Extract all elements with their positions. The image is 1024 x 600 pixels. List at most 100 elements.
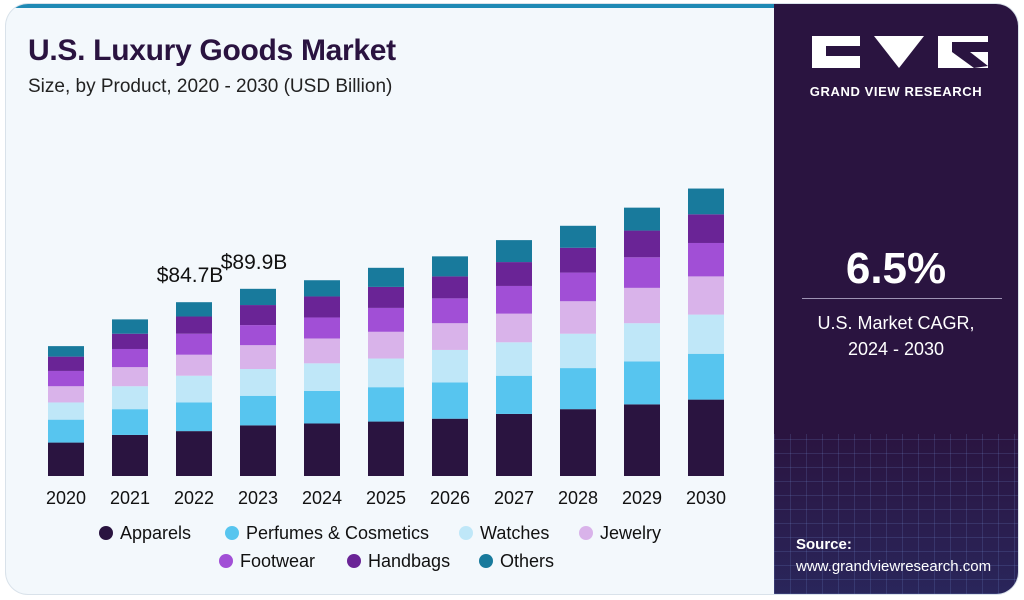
legend-marker-jewelry <box>579 526 593 540</box>
bar-2027-footwear <box>496 285 532 314</box>
bar-2023-watches <box>240 369 276 396</box>
bar-2020-perfumes-and-cosmetics <box>48 419 84 443</box>
legend-label-footwear: Footwear <box>240 551 315 571</box>
bar-2030-handbags <box>688 214 724 243</box>
legend-label-watches: Watches <box>480 523 549 543</box>
bar-2029-apparels <box>624 404 660 476</box>
bar-2024-jewelry <box>304 338 340 364</box>
x-tick-2026: 2026 <box>430 488 470 508</box>
bar-2030-perfumes-and-cosmetics <box>688 353 724 400</box>
bar-2026-apparels <box>432 418 468 476</box>
bar-2030-jewelry <box>688 276 724 315</box>
brand-name: GRAND VIEW RESEARCH <box>809 84 983 99</box>
bar-2027-jewelry <box>496 313 532 343</box>
bar-2023-apparels <box>240 425 276 476</box>
bar-2029-perfumes-and-cosmetics <box>624 361 660 405</box>
bar-2030-others <box>688 188 724 215</box>
bar-2029-jewelry <box>624 287 660 324</box>
bar-2020-footwear <box>48 370 84 387</box>
bar-2020-jewelry <box>48 386 84 403</box>
bar-2023-jewelry <box>240 345 276 370</box>
legend-marker-handbags <box>347 554 361 568</box>
x-tick-2028: 2028 <box>558 488 598 508</box>
bar-2025-apparels <box>368 421 404 476</box>
x-tick-2030: 2030 <box>686 488 726 508</box>
x-tick-2021: 2021 <box>110 488 150 508</box>
divider <box>802 298 1002 299</box>
annotation-2022: $84.7B <box>157 264 224 287</box>
bar-2027-perfumes-and-cosmetics <box>496 375 532 414</box>
bar-2028-others <box>560 225 596 248</box>
bar-2027-apparels <box>496 413 532 476</box>
side-panel: GRAND VIEW RESEARCH 6.5% U.S. Market CAG… <box>774 4 1018 594</box>
bar-2028-perfumes-and-cosmetics <box>560 368 596 410</box>
bar-2024-perfumes-and-cosmetics <box>304 391 340 424</box>
bar-2025-others <box>368 267 404 287</box>
bar-2023-footwear <box>240 325 276 346</box>
stacked-bar-chart: 2020 2021 2022 2023 2024 2025 2026 2027 2028 2029… <box>46 188 726 571</box>
cagr-label-line2: 2024 - 2030 <box>847 339 945 359</box>
cagr-value: 6.5% <box>845 244 947 293</box>
bar-2025-watches <box>368 358 404 388</box>
legend-label-handbags: Handbags <box>368 551 450 571</box>
bar-2021-watches <box>112 386 148 410</box>
legend-label-others: Others <box>500 551 554 571</box>
bar-2029-footwear <box>624 257 660 288</box>
annotation-2023: $89.9B <box>221 251 288 274</box>
bar-2026-jewelry <box>432 323 468 350</box>
bar-2025-perfumes-and-cosmetics <box>368 387 404 422</box>
bar-2021-footwear <box>112 348 148 368</box>
bar-2020-apparels <box>48 442 84 476</box>
bar-2027-handbags <box>496 262 532 286</box>
bar-2023-perfumes-and-cosmetics <box>240 395 276 426</box>
bar-2021-apparels <box>112 434 148 476</box>
bar-2028-handbags <box>560 247 596 273</box>
bar-2030-footwear <box>688 242 724 277</box>
bar-2025-handbags <box>368 286 404 308</box>
bar-2022-footwear <box>176 333 212 355</box>
bar-2021-others <box>112 319 148 334</box>
bar-2028-watches <box>560 333 596 369</box>
bar-2022-perfumes-and-cosmetics <box>176 402 212 432</box>
bar-2026-handbags <box>432 276 468 299</box>
bar-2026-perfumes-and-cosmetics <box>432 382 468 419</box>
bar-2028-footwear <box>560 272 596 302</box>
bar-2028-jewelry <box>560 301 596 334</box>
bar-2028-apparels <box>560 409 596 476</box>
chart-title: U.S. Luxury Goods Market <box>28 34 396 67</box>
bar-2029-watches <box>624 323 660 362</box>
legend-marker-perfumes-and-cosmetics <box>225 526 239 540</box>
bar-2022-others <box>176 302 212 317</box>
bar-2025-footwear <box>368 307 404 332</box>
bar-2029-handbags <box>624 230 660 258</box>
bar-2022-jewelry <box>176 354 212 376</box>
x-tick-2020: 2020 <box>46 488 86 508</box>
grid-decoration <box>774 434 1018 594</box>
chart-subtitle: Size, by Product, 2020 - 2030 (USD Billi… <box>28 76 393 97</box>
infographic-card: U.S. Luxury Goods Market Size, by Produc… <box>6 4 1018 594</box>
bar-2029-others <box>624 207 660 231</box>
grand-view-research-logo <box>812 36 988 68</box>
bar-2022-handbags <box>176 316 212 334</box>
bar-2030-watches <box>688 314 724 354</box>
bar-2024-others <box>304 280 340 297</box>
bar-2025-jewelry <box>368 331 404 359</box>
bar-2026-watches <box>432 349 468 383</box>
bar-2027-watches <box>496 342 532 376</box>
x-tick-2024: 2024 <box>302 488 342 508</box>
legend-marker-apparels <box>99 526 113 540</box>
x-tick-2022: 2022 <box>174 488 214 508</box>
source-url[interactable]: www.grandviewresearch.com <box>796 558 992 575</box>
bar-2024-footwear <box>304 317 340 339</box>
cagr-label: U.S. Market CAGR, 2024 - 2030 <box>774 310 1018 362</box>
legend-marker-others <box>479 554 493 568</box>
bar-2030-apparels <box>688 399 724 476</box>
bar-2020-handbags <box>48 356 84 371</box>
source-label: Source: <box>796 536 852 553</box>
bar-2021-handbags <box>112 333 148 349</box>
bar-2024-apparels <box>304 423 340 476</box>
bar-2023-others <box>240 288 276 306</box>
cagr-label-line1: U.S. Market CAGR, <box>817 313 975 333</box>
bar-2021-perfumes-and-cosmetics <box>112 409 148 435</box>
bar-2022-apparels <box>176 431 212 476</box>
